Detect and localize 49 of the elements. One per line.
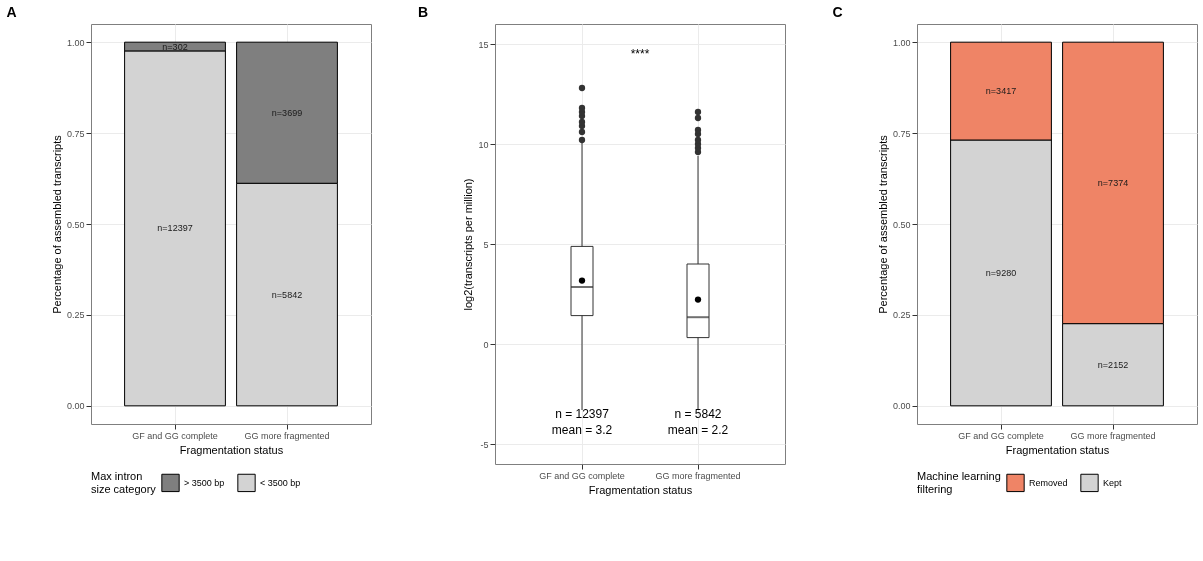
y-tick-label: 5 [483, 239, 489, 250]
y-axis-title: log2(transcripts per million) [462, 178, 475, 311]
x-tick-label: GG more fragmented [1070, 430, 1156, 441]
annotation: n=9280 [985, 267, 1017, 278]
annotation: n=5842 [271, 289, 303, 300]
x-axis-title: Fragmentation status [588, 483, 693, 496]
annotation: n = 5842 [674, 407, 722, 421]
y-tick-label: 0.00 [66, 401, 85, 412]
y-tick-label: 0.75 [892, 128, 911, 139]
y-tick-label: 0.50 [66, 219, 85, 230]
y-tick-label: 0.00 [892, 401, 911, 412]
y-tick-label: 10 [478, 139, 489, 150]
y-tick-label: 0.25 [66, 310, 85, 321]
x-tick-label: GF and GG complete [539, 470, 625, 481]
x-axis-title: Fragmentation status [179, 443, 284, 456]
y-tick-label: 0.25 [892, 310, 911, 321]
x-tick-label: GF and GG complete [132, 430, 218, 441]
legend-label: Kept [1103, 477, 1123, 488]
chart-title: B [417, 4, 429, 20]
annotation: mean = 2.2 [667, 423, 729, 437]
y-tick-label: 0.50 [892, 219, 911, 230]
chart-title: C [832, 4, 843, 20]
x-axis-title: Fragmentation status [1005, 443, 1110, 456]
y-tick-label: 1.00 [66, 37, 85, 48]
annotation: n=2152 [1097, 359, 1129, 370]
x-tick-label: GG more fragmented [655, 470, 741, 481]
annotation: n=3417 [985, 86, 1017, 97]
y-tick-label: 1.00 [892, 37, 911, 48]
annotation: mean = 3.2 [551, 423, 613, 437]
y-tick-label: -5 [480, 439, 489, 450]
annotation: n=3699 [271, 107, 303, 118]
annotation: n=12397 [157, 223, 193, 234]
annotation: **** [630, 47, 650, 61]
annotation: n=7374 [1097, 177, 1129, 188]
legend-title: Max intron size category [91, 470, 157, 495]
annotation: n=302 [162, 41, 188, 52]
y-tick-label: 0.75 [66, 128, 85, 139]
x-tick-label: GG more fragmented [244, 430, 330, 441]
legend-label: < 3500 bp [260, 477, 301, 488]
x-tick-label: GF and GG complete [958, 430, 1044, 441]
y-axis-title: Percentage of assembled transcripts [50, 134, 63, 314]
y-tick-label: 15 [478, 39, 489, 50]
legend-label: > 3500 bp [184, 477, 225, 488]
y-axis-title: Percentage of assembled transcripts [876, 134, 889, 314]
legend-title: Machine learning filtering [917, 470, 1001, 495]
annotation: n = 12397 [555, 407, 610, 421]
legend-label: Removed [1029, 477, 1068, 488]
chart-title: A [6, 4, 17, 20]
y-tick-label: 0 [483, 339, 489, 350]
